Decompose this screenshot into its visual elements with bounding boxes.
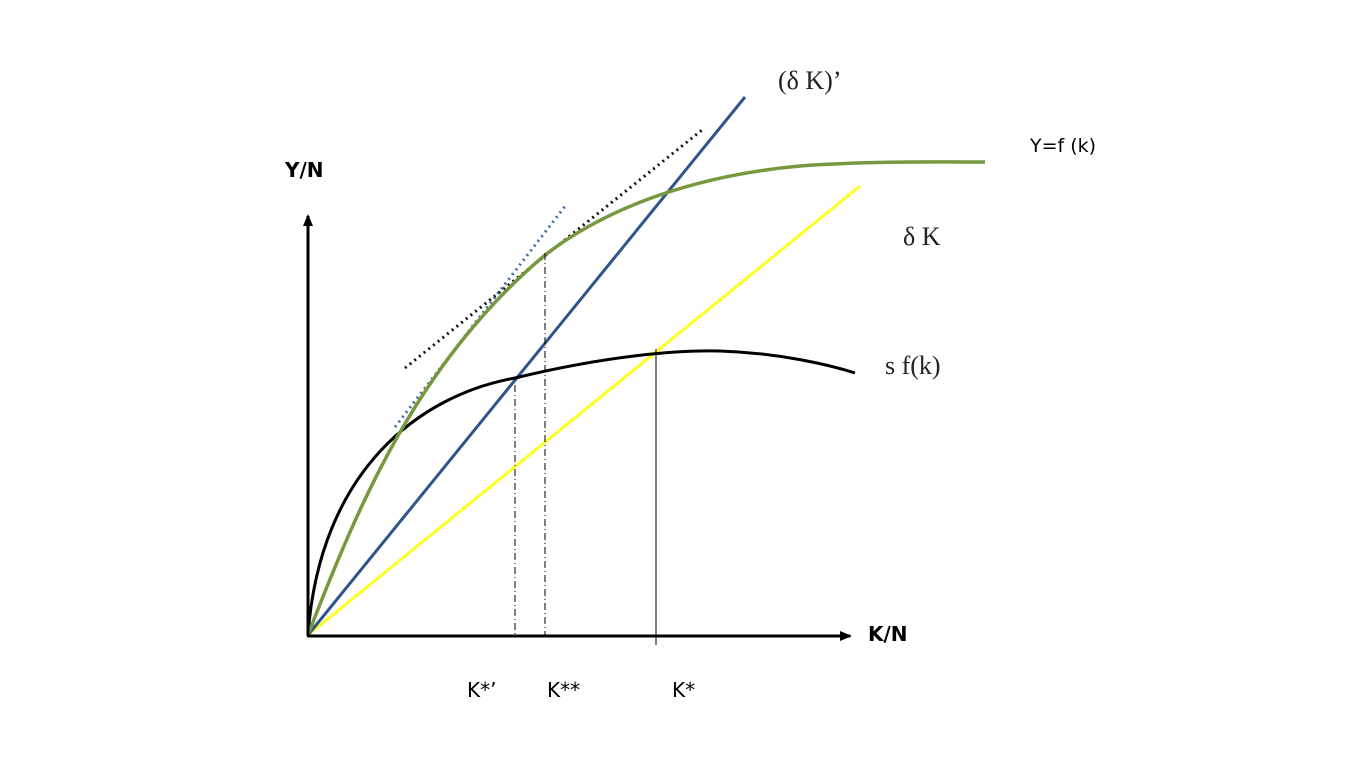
- depreciation-line: [307, 184, 861, 637]
- k-star-prime-label: K*’: [467, 678, 496, 702]
- y-axis-label: Y/N: [284, 158, 324, 182]
- k-double-star-label: K**: [547, 678, 580, 702]
- savings-curve: [306, 349, 856, 636]
- production-curve: [306, 160, 986, 636]
- depreciation-new-label: (δ K)’: [778, 66, 842, 95]
- x-axis-label: K/N: [868, 622, 908, 646]
- k-star-label: K*: [672, 678, 695, 702]
- depreciation-label: δ K: [903, 222, 941, 251]
- production-curve-label: Y=f (k): [1029, 135, 1096, 157]
- savings-curve-label: s f(k): [885, 351, 941, 380]
- depreciation-line-new: [306, 96, 747, 636]
